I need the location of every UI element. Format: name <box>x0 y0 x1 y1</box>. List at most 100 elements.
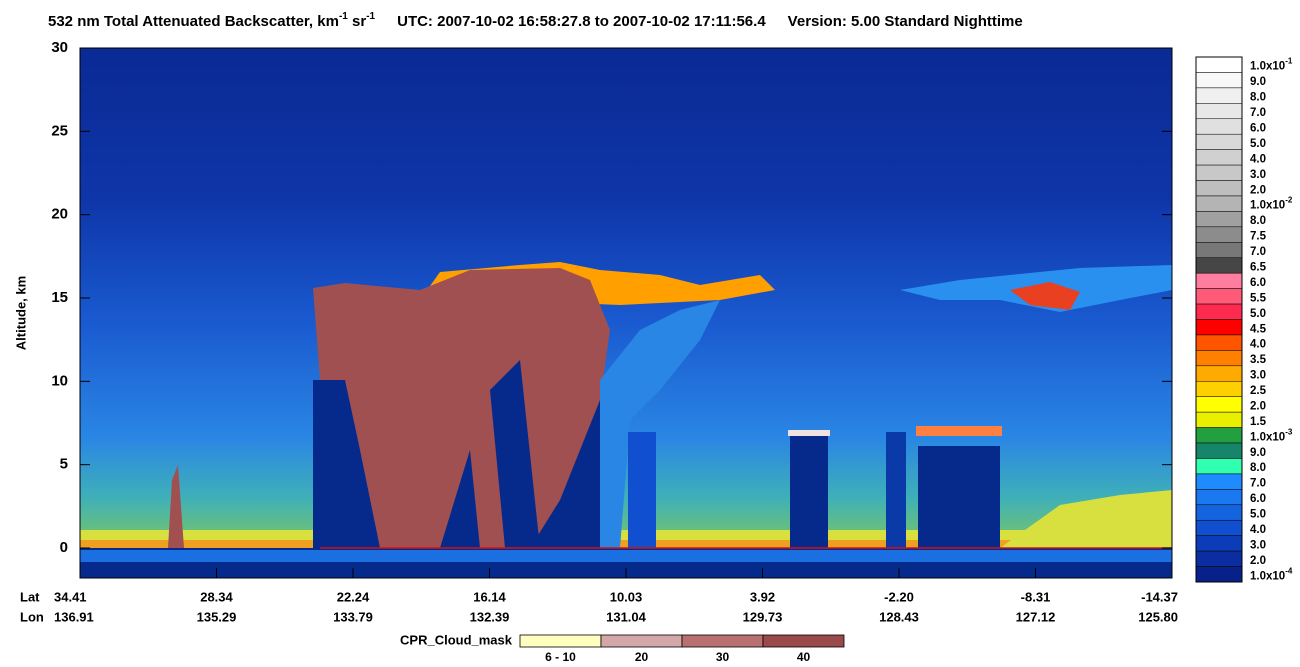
cpr-swatch <box>762 634 845 648</box>
colorbar-label: 2.5 <box>1250 385 1267 397</box>
colorbar-label-sup: -1 <box>1285 57 1293 66</box>
lon-label: 127.12 <box>1016 609 1056 624</box>
cpr-label: 30 <box>716 650 730 664</box>
colorbar-cell <box>1195 396 1243 413</box>
colorbar-cell <box>1195 118 1243 135</box>
colorbar-cell <box>1195 504 1243 521</box>
colorbar-label: 5.5 <box>1250 292 1267 304</box>
cpr-label: 40 <box>797 650 811 664</box>
colorbar-label: 9.0 <box>1250 76 1266 88</box>
colorbar-label: 7.5 <box>1250 231 1267 243</box>
colorbar-cell <box>1195 489 1243 506</box>
title-sup: -1 <box>366 11 375 22</box>
colorbar-label: 2.0 <box>1250 555 1266 567</box>
colorbar-label: 3.0 <box>1250 370 1266 382</box>
x-row-label: Lat <box>20 589 40 604</box>
colorbar-cell <box>1195 257 1243 274</box>
colorbar-label-sup: -3 <box>1285 427 1293 436</box>
lat-label: 22.24 <box>337 589 370 604</box>
y-tick-label: 25 <box>51 122 68 139</box>
y-tick-label: 20 <box>51 206 68 223</box>
utc: UTC: 2007-10-02 16:58:27.8 to 2007-10-02… <box>397 13 766 30</box>
colorbar-cell <box>1195 133 1243 150</box>
colorbar-label-sup: -2 <box>1285 196 1293 205</box>
colorbar-cell <box>1195 566 1243 583</box>
colorbar-label-text: 1.0x10 <box>1250 200 1285 212</box>
colorbar-cell <box>1195 411 1243 428</box>
lat-label: -8.31 <box>1021 589 1051 604</box>
colorbar-label: 6.0 <box>1250 123 1266 135</box>
title-sup: -1 <box>339 11 348 22</box>
colorbar-label: 1.0x10-3 <box>1250 427 1293 443</box>
colorbar-label: 1.0x10-2 <box>1250 196 1293 212</box>
colorbar-cell <box>1195 226 1243 243</box>
colorbar-cell <box>1195 535 1243 552</box>
colorbar-cell <box>1195 195 1243 212</box>
title-part: sr <box>348 13 367 30</box>
colorbar-label-text: 1.0x10 <box>1250 431 1285 443</box>
colorbar-cell <box>1195 319 1243 336</box>
colorbar-label: 7.0 <box>1250 107 1266 119</box>
colorbar-label: 6.0 <box>1250 493 1266 505</box>
cpr-swatch <box>519 634 602 648</box>
cpr-label: 20 <box>635 650 649 664</box>
colorbar-label: 4.0 <box>1250 339 1266 351</box>
colorbar-label: 5.0 <box>1250 509 1266 521</box>
colorbar-label-text: 1.0x10 <box>1250 570 1285 582</box>
colorbar-label: 4.0 <box>1250 153 1266 165</box>
y-tick-label: 10 <box>51 372 68 389</box>
lat-label: 3.92 <box>750 589 775 604</box>
colorbar-cell <box>1195 149 1243 166</box>
colorbar-label: 1.5 <box>1250 416 1267 428</box>
version: Version: 5.00 Standard Nighttime <box>788 13 1023 30</box>
lat-label: 16.14 <box>473 589 506 604</box>
cpr-swatch <box>681 634 764 648</box>
x-row-label: Lon <box>20 609 44 624</box>
colorbar-label: 1.0x10-4 <box>1250 566 1293 582</box>
y-tick-label: 0 <box>60 539 68 556</box>
colorbar-cell <box>1195 381 1243 397</box>
colorbar-cell <box>1195 473 1243 490</box>
colorbar-cell <box>1195 550 1243 567</box>
colorbar-label: 6.5 <box>1250 261 1267 273</box>
colorbar-label-text: 1.0x10 <box>1250 61 1285 73</box>
lat-label: 34.41 <box>54 589 87 604</box>
colorbar-cell <box>1195 87 1243 104</box>
colorbar-label: 3.0 <box>1250 169 1266 181</box>
colorbar-label: 8.0 <box>1250 462 1266 474</box>
colorbar-label: 5.0 <box>1250 138 1266 150</box>
colorbar-label: 8.0 <box>1250 215 1266 227</box>
colorbar-cell <box>1195 365 1243 382</box>
colorbar-cell <box>1195 72 1243 89</box>
colorbar-label-sup: -4 <box>1285 566 1293 575</box>
y-axis-label: Altitude, km <box>13 276 28 350</box>
colorbar-cell <box>1195 164 1243 181</box>
colorbar-cell <box>1195 272 1243 289</box>
lon-label: 133.79 <box>333 609 373 624</box>
colorbar-label: 4.0 <box>1250 524 1266 536</box>
cpr-label: 6 - 10 <box>545 650 576 664</box>
chart-title: 532 nm Total Attenuated Backscatter, km-… <box>48 11 1023 30</box>
colorbar-cell <box>1195 427 1243 444</box>
colorbar-cell <box>1195 103 1243 120</box>
colorbar-label: 6.0 <box>1250 277 1266 289</box>
colorbar-label: 5.0 <box>1250 308 1266 320</box>
lon-label: 128.43 <box>879 609 919 624</box>
y-tick-label: 5 <box>60 456 68 473</box>
colorbar-label: 7.0 <box>1250 246 1266 258</box>
colorbar-label: 2.0 <box>1250 400 1266 412</box>
colorbar-label: 3.0 <box>1250 539 1266 551</box>
lat-label: -2.20 <box>884 589 914 604</box>
colorbar-cell <box>1195 242 1243 258</box>
colorbar-cell <box>1195 56 1243 73</box>
colorbar-cell <box>1195 180 1243 197</box>
colorbar-cell <box>1195 211 1243 228</box>
lon-label: 135.29 <box>197 609 237 624</box>
colorbar-frame <box>1195 56 1243 583</box>
colorbar-label: 4.5 <box>1250 323 1267 335</box>
colorbar-cell <box>1195 334 1243 351</box>
colorbar-cell <box>1195 519 1243 536</box>
colorbar-label: 1.0x10-1 <box>1250 57 1293 73</box>
lon-label: 129.73 <box>743 609 783 624</box>
